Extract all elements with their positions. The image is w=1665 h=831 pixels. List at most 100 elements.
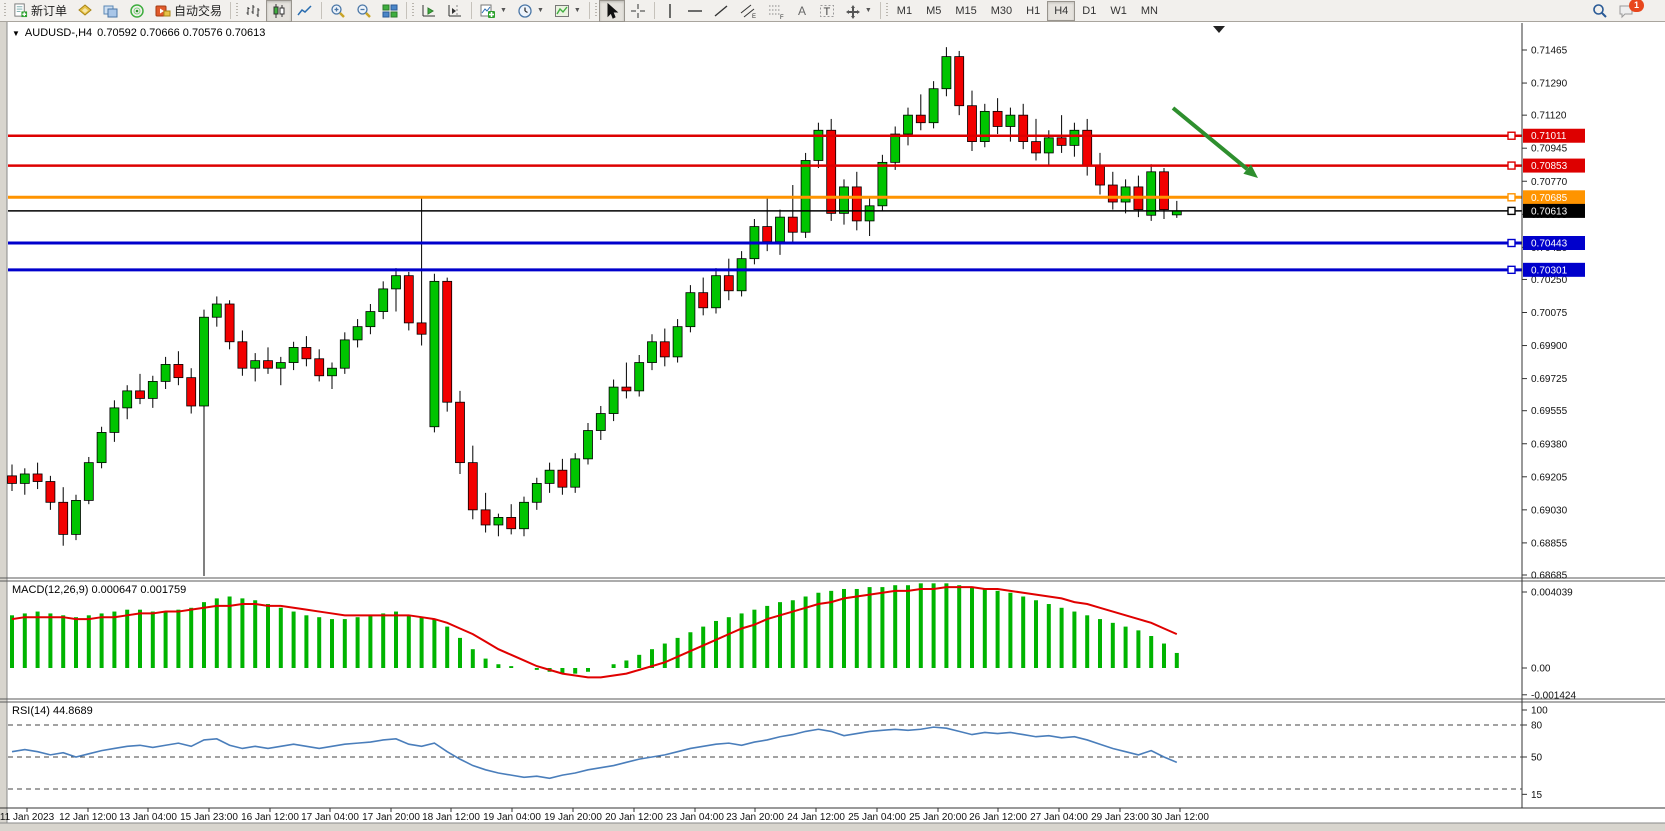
candle-bullish xyxy=(1146,171,1157,216)
time-tick-label[interactable]: 25 Jan 20:00 xyxy=(909,812,967,823)
macd-histogram-bar xyxy=(445,626,450,668)
text-label-tool-button[interactable]: T xyxy=(814,0,840,22)
time-tick-label[interactable]: 26 Jan 12:00 xyxy=(969,812,1027,823)
time-tick-label[interactable]: 13 Jan 04:00 xyxy=(119,812,177,823)
macd-histogram-bar xyxy=(790,600,795,668)
price-badge-0.71011 xyxy=(1523,128,1585,143)
templates-button[interactable]: ▼ xyxy=(549,0,586,22)
timeframe-D1[interactable]: D1 xyxy=(1082,4,1097,17)
time-tick-label[interactable]: 19 Jan 20:00 xyxy=(544,812,602,823)
shapes-tool-button[interactable]: ▼ xyxy=(840,0,877,22)
auto-scroll-button[interactable] xyxy=(416,0,442,22)
macd-histogram-bar xyxy=(138,609,142,668)
time-tick-label[interactable]: 25 Jan 04:00 xyxy=(848,812,906,823)
candlestick-chart-button[interactable] xyxy=(266,0,293,22)
text-tool-button[interactable]: A xyxy=(790,0,814,22)
zoom-in-button[interactable] xyxy=(325,0,351,22)
macd-histogram-bar xyxy=(1174,652,1179,668)
chart-shift-marker[interactable] xyxy=(1213,26,1225,33)
line-chart-button[interactable] xyxy=(292,0,318,22)
time-tick-label[interactable]: 18 Jan 12:00 xyxy=(422,812,480,823)
market-watch-button[interactable] xyxy=(72,0,98,22)
notification-badge: 1 xyxy=(1629,0,1644,12)
periods-dropdown-caret: ▼ xyxy=(536,7,544,14)
time-tick-label[interactable]: 24 Jan 12:00 xyxy=(787,812,845,823)
candle-bearish xyxy=(915,114,926,124)
candle-bullish xyxy=(1005,114,1016,127)
timeframe-W1[interactable]: W1 xyxy=(1110,4,1127,17)
macd-histogram-bar xyxy=(765,605,770,668)
price-badge-text: 0.70301 xyxy=(1531,265,1568,276)
time-tick-label[interactable]: 12 Jan 12:00 xyxy=(59,812,117,823)
horizontal-line-tool-button[interactable] xyxy=(682,0,708,22)
toolbar-separator xyxy=(471,2,473,19)
time-tick-label[interactable]: 17 Jan 20:00 xyxy=(362,812,420,823)
macd-histogram-bar xyxy=(611,664,616,668)
hline-handle-0.71011[interactable] xyxy=(1507,131,1516,140)
timeframe-M1[interactable]: M1 xyxy=(896,4,913,17)
hline-handle-0.70443[interactable] xyxy=(1507,238,1516,248)
timeframe-H1[interactable]: H1 xyxy=(1026,4,1041,17)
candle-bearish xyxy=(967,105,977,142)
auto-trading-icon xyxy=(155,5,171,16)
profiles-button[interactable] xyxy=(98,0,124,22)
symbol-dropdown-icon[interactable]: ▼ xyxy=(12,28,20,38)
new-order-button[interactable]: 新订单 xyxy=(8,0,72,22)
trendline-tool-button[interactable] xyxy=(708,0,734,22)
candle-bullish xyxy=(365,311,376,328)
notifications-button[interactable]: 1 xyxy=(1613,0,1657,22)
window-left-edge xyxy=(0,22,7,823)
candle-bearish xyxy=(851,186,862,222)
hline-handle-0.70853[interactable] xyxy=(1507,161,1516,170)
search-button[interactable] xyxy=(1587,0,1613,22)
hline-handle-0.70301[interactable] xyxy=(1507,265,1516,275)
macd-histogram-bar xyxy=(189,607,194,668)
chart-shift-button[interactable] xyxy=(442,0,468,22)
bar-chart-button[interactable] xyxy=(240,0,266,22)
vertical-line-tool-button[interactable] xyxy=(658,0,682,22)
candle-bullish xyxy=(1120,186,1131,203)
macd-histogram-bar xyxy=(342,619,347,668)
indicators-button[interactable]: ▼ xyxy=(475,0,512,22)
timeframe-M15[interactable]: M15 xyxy=(955,4,977,17)
time-tick-label[interactable]: 29 Jan 23:00 xyxy=(1091,812,1149,823)
tile-windows-button[interactable] xyxy=(377,0,403,22)
cursor-button[interactable] xyxy=(598,0,625,22)
hline-handle-0.70613[interactable] xyxy=(1507,206,1516,216)
time-tick-label[interactable]: 27 Jan 04:00 xyxy=(1030,812,1088,823)
macd-histogram-bar xyxy=(406,615,411,668)
trend-arrow-head[interactable] xyxy=(1243,164,1258,178)
timeframe-M5[interactable]: M5 xyxy=(926,4,942,17)
candle-bullish xyxy=(391,275,401,290)
candle-bearish xyxy=(416,322,427,335)
hline-handle-0.70685[interactable] xyxy=(1507,193,1516,202)
time-tick-label[interactable]: 11 Jan 2023 xyxy=(0,812,55,823)
auto-trading-button[interactable]: 自动交易 xyxy=(150,0,227,22)
timeframe-MN[interactable]: MN xyxy=(1140,4,1158,17)
time-tick-label[interactable]: 20 Jan 12:00 xyxy=(605,812,663,823)
time-tick-label[interactable]: 16 Jan 12:00 xyxy=(241,812,299,823)
crosshair-button[interactable] xyxy=(625,0,651,22)
fibonacci-tool-button[interactable]: F xyxy=(762,0,790,22)
time-tick-label[interactable]: 23 Jan 20:00 xyxy=(726,812,784,823)
price-badge-text: 0.70613 xyxy=(1531,206,1568,217)
candle-bearish xyxy=(263,360,273,369)
candle-bearish xyxy=(787,216,798,233)
new-order-icon xyxy=(14,3,28,18)
macd-histogram-bar xyxy=(394,611,398,668)
signals-button[interactable] xyxy=(124,0,150,22)
tile-windows-icon xyxy=(382,4,398,17)
time-tick-label[interactable]: 17 Jan 04:00 xyxy=(301,812,359,823)
time-tick-label[interactable]: 23 Jan 04:00 xyxy=(666,812,724,823)
zoom-out-button[interactable] xyxy=(351,0,377,22)
trend-arrow-line[interactable] xyxy=(1171,106,1249,171)
equidistant-channel-tool-button[interactable]: E xyxy=(734,0,762,22)
time-tick-label[interactable]: 30 Jan 12:00 xyxy=(1151,812,1209,823)
time-tick-label[interactable]: 15 Jan 23:00 xyxy=(180,812,238,823)
timeframe-H4[interactable]: H4 xyxy=(1047,0,1076,21)
time-tick-label[interactable]: 19 Jan 04:00 xyxy=(483,812,541,823)
timeframe-M30[interactable]: M30 xyxy=(990,4,1013,17)
periods-button[interactable]: ▼ xyxy=(512,0,549,22)
